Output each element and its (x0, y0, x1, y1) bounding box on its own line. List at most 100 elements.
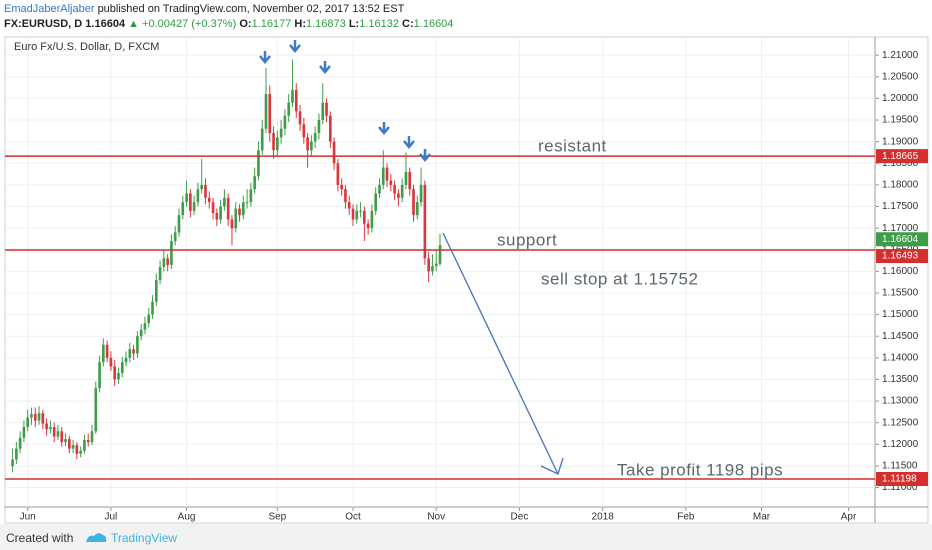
candle-body (359, 210, 362, 212)
candle-body (355, 210, 359, 220)
candle-body (128, 349, 132, 358)
candle-body (317, 120, 321, 133)
price: 1.16604 (85, 18, 126, 30)
candle-body (351, 208, 355, 220)
candle-body (419, 184, 423, 203)
candle-body (37, 413, 41, 421)
brand[interactable]: TradingView (111, 531, 178, 545)
last-price-label: 1.16604 (882, 234, 919, 245)
x-tick-label: Mar (753, 512, 771, 523)
candle-body (120, 362, 124, 373)
y-tick-label: 1.12500 (882, 417, 919, 428)
h-label: H: (294, 18, 306, 30)
header: EmadJaberAljaber published on TradingVie… (4, 2, 453, 32)
x-tick-label: Nov (427, 512, 445, 523)
candle-body (412, 189, 415, 216)
candle-body (276, 137, 279, 151)
candle-body (158, 267, 162, 280)
price-box-label: 1.16493 (882, 251, 919, 262)
candle-body (249, 189, 253, 203)
x-tick-label: Feb (677, 512, 695, 523)
candle-body (241, 202, 245, 216)
candle-body (230, 219, 234, 229)
candle-body (325, 102, 328, 116)
candle-body (41, 413, 45, 424)
candle-body (219, 206, 222, 220)
l: 1.16132 (359, 18, 399, 30)
candle-body (215, 212, 219, 220)
y-tick-label: 1.12000 (882, 439, 919, 450)
candle-body (363, 210, 366, 224)
y-tick-label: 1.11000 (882, 482, 918, 493)
candle-body (321, 102, 325, 121)
candle-body (257, 150, 260, 177)
candle-body (33, 414, 37, 421)
x-tick-label: 2018 (592, 512, 615, 523)
candle-body (49, 427, 52, 430)
candle-body (238, 208, 241, 216)
candle-body (385, 167, 389, 181)
candle-body (423, 184, 427, 259)
candle-body (408, 171, 412, 190)
candle-body (264, 94, 268, 129)
change: ▲ +0.00427 (+0.37%) (128, 18, 237, 30)
candle-body (223, 197, 226, 207)
candle-body (291, 89, 294, 103)
candle-body (162, 258, 166, 268)
candle-body (211, 202, 215, 213)
candle-body (94, 388, 98, 432)
y-tick-label: 1.17500 (882, 201, 919, 212)
level-name: Take profit 1198 pips (617, 460, 783, 479)
candle-body (45, 423, 48, 430)
frame (4, 36, 929, 524)
candle-body (113, 366, 117, 380)
candle-body (143, 323, 147, 330)
candle-body (313, 132, 317, 142)
author[interactable]: EmadJaberAljaber (4, 3, 95, 15)
candle-body (260, 128, 264, 151)
candle-body (427, 258, 430, 272)
candle-body (381, 167, 385, 185)
candle-body (170, 241, 173, 265)
x-tick-label: Sep (268, 512, 286, 523)
candle-body (173, 232, 177, 242)
candle-body (26, 417, 30, 428)
candle-body (431, 266, 434, 272)
candle-body (18, 437, 22, 449)
trend-arrow (442, 232, 559, 475)
candle-body (340, 184, 343, 190)
price-box (876, 249, 928, 264)
price-box (876, 471, 928, 486)
peak-marker (403, 136, 415, 149)
candle-body (245, 202, 249, 204)
candle-body (438, 245, 442, 264)
candle-body (67, 439, 71, 449)
y-tick-label: 1.18000 (882, 180, 919, 191)
o-label: O: (239, 18, 252, 30)
peak-marker (289, 40, 301, 53)
candle-body (117, 372, 120, 380)
candle-body (332, 141, 336, 164)
candle-body (272, 132, 275, 151)
peak-marker (378, 122, 390, 135)
candle-body (196, 189, 200, 203)
price-box-label: 1.18665 (882, 151, 919, 162)
published: published on TradingView.com, November 0… (97, 3, 405, 15)
candle-body (397, 193, 400, 198)
level-name: support (497, 231, 557, 250)
x-tick-label: Apr (841, 512, 857, 523)
x-tick-label: Aug (178, 512, 196, 523)
candle-body (374, 193, 378, 211)
o: 1.16177 (251, 18, 292, 30)
annotation: sell stop at 1.15752 (541, 269, 698, 288)
c: 1.16604 (413, 18, 454, 30)
candle-body (86, 439, 90, 443)
candle-body (268, 94, 272, 133)
footer: Created with TradingView (0, 524, 932, 550)
candle-body (207, 197, 211, 203)
y-tick-label: 1.14000 (882, 352, 919, 363)
candle-body (147, 314, 151, 324)
candle-body (298, 111, 302, 125)
x-tick-label: Jul (105, 512, 118, 523)
candle-body (52, 427, 56, 437)
